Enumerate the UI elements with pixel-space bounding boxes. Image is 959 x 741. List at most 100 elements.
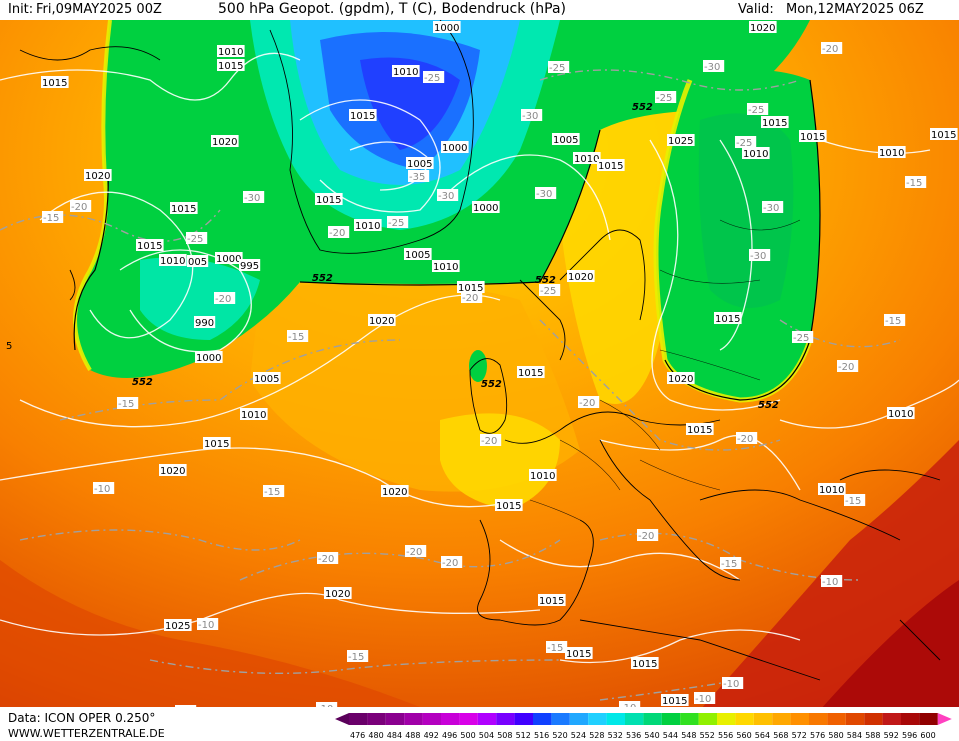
legend-tick-label: 552	[700, 731, 715, 740]
legend-swatch	[717, 713, 736, 725]
temp-label: -10	[317, 704, 333, 707]
header-bar: Init: Fri,09MAY2025 00Z 500 hPa Geopot. …	[0, 0, 959, 20]
pressure-label-bg	[878, 146, 906, 158]
legend-tick-label: 516	[534, 731, 549, 740]
legend-swatch	[772, 713, 791, 725]
temp-label: -30	[704, 62, 720, 73]
temp-label-bg	[747, 103, 769, 115]
legend-swatch	[385, 713, 405, 725]
pressure-label-bg	[887, 407, 915, 419]
temp-label-bg	[328, 226, 350, 238]
temp-label: -20	[481, 436, 497, 447]
temp-label-bg	[405, 545, 427, 557]
temp-label: -20	[329, 228, 345, 239]
legend-tick-label: 508	[497, 731, 512, 740]
temp-label-bg	[441, 556, 463, 568]
temp-label-bg	[837, 360, 859, 372]
pressure-label-bg	[552, 133, 580, 145]
pressure-label-bg	[203, 437, 231, 449]
pressure-label: 1020	[668, 374, 693, 385]
temp-label-bg	[387, 216, 409, 228]
pressure-label-bg	[432, 260, 460, 272]
legend-tick-label: 544	[663, 731, 678, 740]
temp-label-bg	[70, 200, 92, 212]
pressure-label: 1025	[165, 621, 190, 632]
init-label: Init:	[8, 2, 34, 17]
pressure-label: 1015	[137, 241, 162, 252]
pressure-label: 1015	[539, 596, 564, 607]
temp-label: -25	[656, 93, 672, 104]
pressure-label-bg	[215, 252, 243, 264]
map-title: 500 hPa Geopot. (gpdm), T (C), Bodendruc…	[218, 1, 566, 17]
pressure-label-bg	[239, 259, 261, 271]
pressure-label-bg	[349, 109, 377, 121]
geopot-label: 552	[132, 377, 153, 388]
temp-label-bg	[736, 432, 758, 444]
legend-swatch	[809, 713, 828, 725]
pressure-label: 1010	[879, 148, 904, 159]
legend-swatch	[680, 713, 699, 725]
legend-swatch	[901, 713, 920, 725]
data-source: Data: ICON OPER 0.250°	[8, 711, 156, 725]
pressure-label-bg	[457, 281, 485, 293]
legend-swatch	[459, 713, 478, 725]
pressure-label-bg	[714, 312, 742, 324]
pressure-label-bg	[441, 141, 469, 153]
pressure-label-bg	[211, 135, 239, 147]
pressure-label-bg	[170, 202, 198, 214]
temp-label: -15	[118, 399, 134, 410]
temp-label-bg	[437, 189, 459, 201]
legend-tick-label: 548	[681, 731, 696, 740]
legend-tick-label: 492	[424, 731, 439, 740]
legend-swatch	[422, 713, 441, 725]
legend-tick-label: 524	[571, 731, 586, 740]
pressure-label: 1020	[382, 487, 407, 498]
pressure-label-bg	[217, 45, 245, 57]
legend-swatch	[514, 713, 533, 725]
pressure-label-bg	[667, 372, 695, 384]
legend-swatch	[404, 713, 423, 725]
temp-label: -10	[198, 620, 214, 631]
pressure-label: 1015	[518, 368, 543, 379]
temp-label: -30	[244, 193, 260, 204]
temp-label-bg	[539, 284, 561, 296]
pressure-label: 1010	[743, 149, 768, 160]
legend-tick-label: 576	[810, 731, 825, 740]
legend-tick-label: 480	[368, 731, 383, 740]
temp-label: -25	[793, 333, 809, 344]
init-value: Fri,09MAY2025 00Z	[36, 2, 162, 17]
pressure-label-bg	[84, 169, 112, 181]
pressure-label: 1005	[553, 135, 578, 146]
legend-swatch	[845, 713, 865, 725]
legend-tick-label: 540	[644, 731, 659, 740]
temp-label-bg	[619, 701, 641, 707]
pressure-label-bg	[742, 147, 770, 159]
pressure-label: 1015	[687, 425, 712, 436]
pressure-label-bg	[368, 314, 396, 326]
pressure-label: 1010	[530, 471, 555, 482]
pressure-label: 1020	[212, 137, 237, 148]
legend-swatch	[864, 713, 883, 725]
temp-label-bg	[243, 191, 265, 203]
legend-tick-label: 536	[626, 731, 641, 740]
legend-swatch	[441, 713, 460, 725]
pressure-label-bg	[761, 116, 789, 128]
pressure-label: 1015	[598, 161, 623, 172]
temp-label: -30	[522, 111, 538, 122]
temp-label: -15	[547, 643, 563, 654]
temp-label: -25	[424, 73, 440, 84]
small-trough-patch	[469, 350, 487, 382]
temp-label: -30	[750, 251, 766, 262]
temp-label: -10	[94, 484, 110, 495]
temp-label: -20	[462, 293, 478, 304]
temp-label: -10	[620, 703, 636, 707]
contour-552-line-a	[73, 169, 109, 351]
pressure-label: 1015	[662, 696, 687, 707]
pressure-label: 1005	[407, 159, 432, 170]
legend-swatch	[919, 713, 938, 725]
pressure-label-bg	[538, 594, 566, 606]
legend-swatch	[477, 713, 497, 725]
temp-label: -30	[536, 189, 552, 200]
temp-label-bg	[461, 291, 483, 303]
